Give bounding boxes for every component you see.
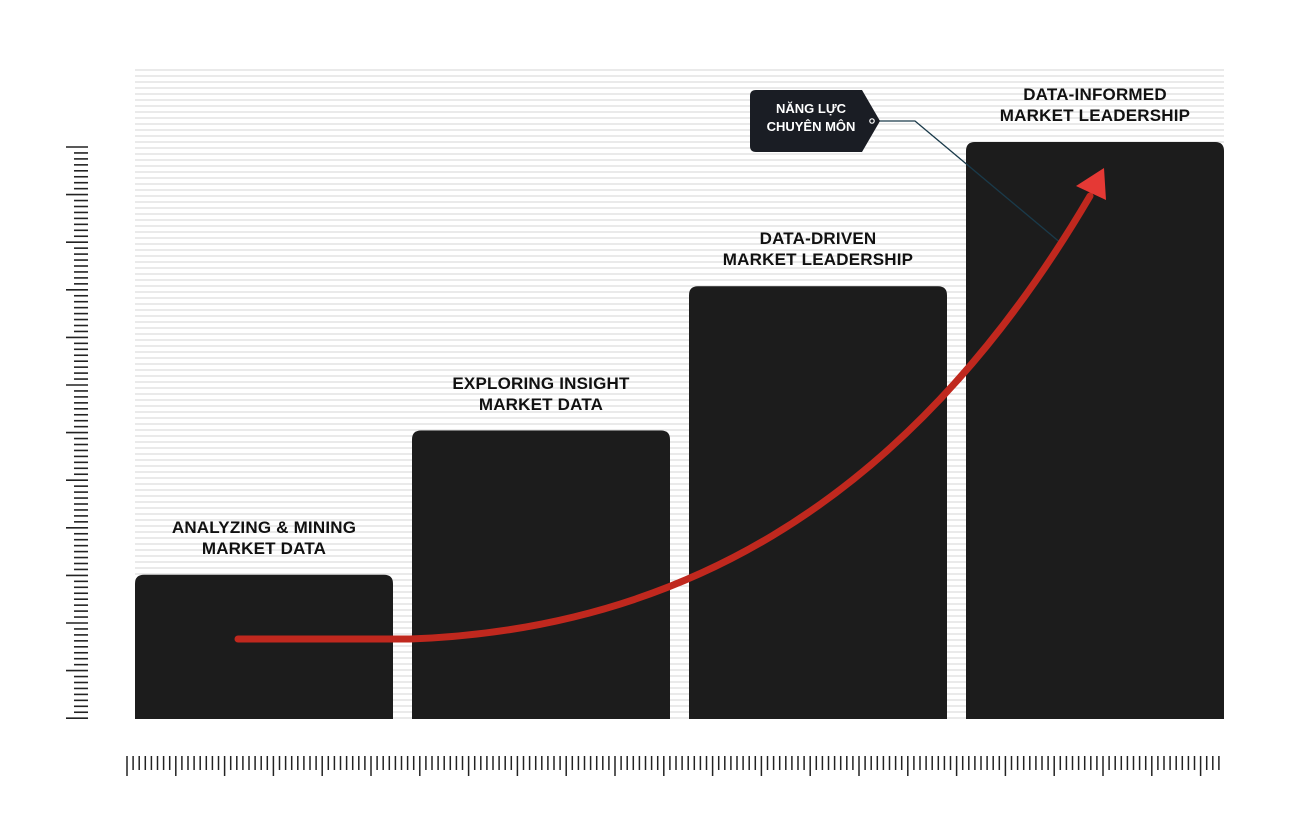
expertise-tag — [750, 90, 880, 152]
annotation-connector — [876, 120, 1063, 245]
vertical-ruler — [66, 146, 88, 720]
bar-label: EXPLORING INSIGHT MARKET DATA — [452, 373, 630, 414]
bar — [412, 430, 670, 719]
bar — [966, 142, 1224, 719]
horizontal-ruler — [126, 756, 1220, 776]
bar-label: DATA-DRIVEN MARKET LEADERSHIP — [722, 229, 914, 270]
bar — [135, 574, 393, 719]
expertise-tag-label: NĂNG LỰC CHUYÊN MÔN — [766, 101, 856, 134]
bar-label: DATA-INFORMED MARKET LEADERSHIP — [999, 85, 1191, 125]
trend-arrow — [234, 192, 1094, 643]
bar-label: ANALYZING & MINING MARKET DATA — [171, 517, 357, 558]
trend-arrow-head — [1076, 168, 1106, 200]
